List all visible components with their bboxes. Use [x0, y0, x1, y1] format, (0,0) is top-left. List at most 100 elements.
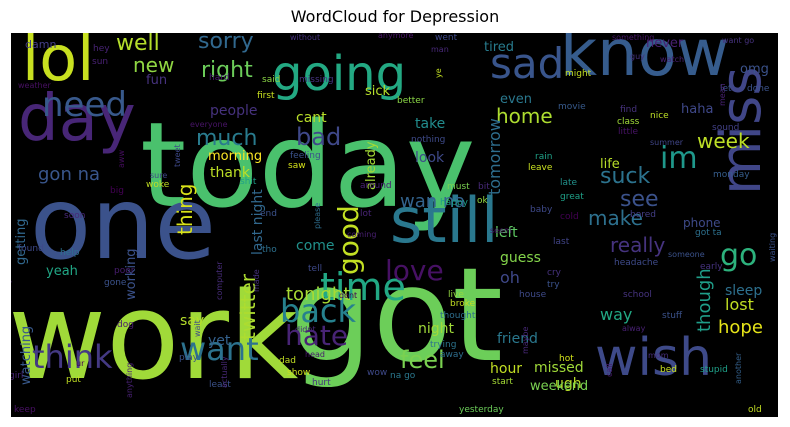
word-hot: hot	[559, 354, 574, 364]
word-ye: ye	[434, 68, 443, 78]
word-make: make	[588, 206, 643, 230]
word-cry: cry	[547, 268, 562, 278]
word-going: going	[272, 46, 406, 102]
word-bored: bored	[630, 210, 656, 220]
word-last-night: last night	[250, 189, 266, 255]
word-dont: dont	[339, 291, 357, 300]
word-actually: actually	[220, 356, 229, 388]
word-sad: sad	[490, 39, 564, 88]
word-cant: cant	[296, 110, 327, 126]
word-without: without	[290, 33, 320, 42]
word-weather: weather	[18, 81, 51, 90]
word-away: away	[440, 350, 464, 360]
word-shit: shit	[240, 177, 257, 187]
word-never: never	[646, 36, 684, 51]
word-new: new	[133, 53, 174, 77]
word-around: around	[360, 181, 392, 191]
word-call: call	[605, 363, 614, 377]
word-summer: summer	[650, 138, 684, 147]
word-soon: soon	[64, 211, 85, 221]
word-went: went	[435, 33, 458, 43]
word-early: early	[700, 262, 723, 272]
word-really: really	[610, 233, 665, 257]
word-another: another	[734, 352, 743, 384]
word-feel: feel	[400, 346, 445, 374]
word-sound: sound	[712, 123, 739, 133]
word-phone: phone	[683, 216, 721, 230]
word-mean: mean	[718, 83, 727, 106]
word-friend: friend	[497, 331, 538, 347]
word-happy: happy	[440, 198, 469, 208]
word-one: one	[30, 165, 216, 282]
word-waiting: waiting	[768, 233, 777, 262]
word-hope: hope	[718, 317, 763, 338]
word-didnt: didnt	[295, 325, 316, 334]
word-least: least	[209, 380, 231, 390]
word-maybe: maybe	[521, 326, 530, 354]
word-tired: tired	[484, 40, 514, 55]
word-stupid: stupid	[700, 365, 728, 375]
word-working: working	[124, 248, 139, 300]
word-help: help	[60, 248, 80, 258]
word-computer: computer	[215, 261, 224, 300]
word-found: found	[18, 244, 44, 254]
word-tho: tho	[262, 245, 277, 255]
word-live: live	[448, 290, 464, 300]
word-know: know	[560, 33, 729, 91]
word-got-ta: got ta	[695, 228, 722, 238]
word-big: big	[110, 186, 124, 196]
word-sorry: sorry	[198, 33, 254, 54]
word-watching: watching	[19, 326, 34, 385]
word-ugh: ugh	[555, 376, 582, 392]
word-oh: oh	[500, 268, 520, 287]
word-well: well	[116, 33, 160, 56]
word-already: already	[364, 141, 379, 190]
word-nothing: nothing	[411, 135, 445, 145]
word-hurt: hurt	[312, 378, 331, 388]
word-better: better	[397, 96, 425, 106]
word-na-go: na go	[390, 371, 416, 381]
word-lol: lol	[22, 33, 94, 95]
word-year: year	[11, 264, 12, 283]
word-keep: keep	[14, 405, 36, 415]
word-see: see	[620, 187, 659, 212]
word-think: think	[32, 338, 113, 376]
word-people: people	[210, 103, 257, 119]
word-girl: girl	[11, 371, 23, 381]
word-say: say	[180, 313, 204, 329]
chart-title: WordCloud for Depression	[290, 7, 500, 26]
word-poor: poor	[114, 266, 135, 276]
word-yet: yet	[208, 333, 231, 349]
word-sick: sick	[365, 84, 391, 99]
word-guess: guess	[500, 250, 541, 266]
word-please: please	[313, 203, 322, 229]
word-got: got	[290, 239, 503, 391]
word-back: back	[280, 292, 357, 330]
word-coming: coming	[347, 230, 376, 239]
word-morning: morning	[208, 149, 262, 164]
word-way: way	[600, 305, 632, 324]
word-last: last	[553, 237, 570, 247]
word-hour: hour	[490, 361, 522, 377]
word-saw: saw	[288, 161, 306, 171]
word-anymore: anymore	[378, 33, 414, 40]
word-ur: ur	[76, 359, 85, 368]
word-school: school	[623, 290, 652, 300]
word-today: today	[140, 96, 476, 234]
word-good: good	[332, 205, 365, 275]
word-miss: miss	[709, 67, 774, 195]
word-watch: watch	[660, 55, 684, 64]
word-ok: ok	[477, 196, 489, 206]
word-monday: monday	[713, 170, 750, 180]
word-missing: missing	[299, 75, 334, 85]
word-left: left	[495, 225, 518, 241]
word-tell: tell	[308, 264, 322, 274]
word-something: something	[612, 33, 654, 42]
word-even: even	[500, 92, 532, 107]
word-hard: hard	[209, 73, 229, 83]
word-home: home	[496, 104, 553, 128]
word-house: house	[519, 290, 547, 300]
word-done: done	[747, 84, 770, 94]
word-guy: guy	[630, 52, 645, 61]
word-bit: bit	[478, 182, 490, 192]
